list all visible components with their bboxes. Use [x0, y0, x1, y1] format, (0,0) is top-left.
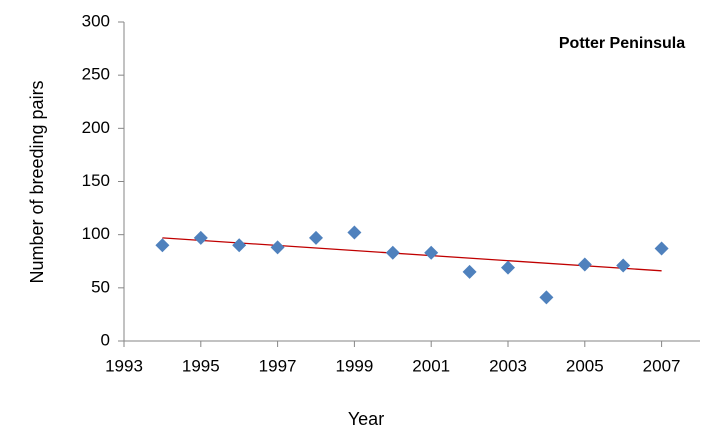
point [155, 238, 170, 253]
y-tick-label: 0 [101, 330, 110, 349]
trend-line [162, 237, 662, 272]
point [347, 225, 362, 240]
x-tick-label: 1995 [182, 356, 220, 375]
point [616, 258, 631, 273]
y-tick-label: 200 [82, 118, 110, 137]
x-tick-label: 1999 [335, 356, 373, 375]
point [577, 257, 592, 272]
y-tick-label: 100 [82, 224, 110, 243]
point [270, 240, 285, 255]
point [424, 245, 439, 260]
y-axis-label: Number of breeding pairs [27, 80, 47, 283]
x-tick-label: 2007 [643, 356, 681, 375]
point [539, 290, 554, 305]
point [501, 260, 515, 275]
y-tick-label: 150 [82, 171, 110, 190]
x-tick-label: 2005 [566, 356, 604, 375]
point [462, 264, 477, 279]
x-tick-label: 1993 [105, 356, 143, 375]
y-tick-label: 300 [82, 11, 110, 30]
x-tick-label: 2001 [412, 356, 450, 375]
y-tick-label: 250 [82, 65, 110, 84]
x-tick-label: 2003 [489, 356, 527, 375]
point [385, 245, 400, 260]
x-tick-label: 1997 [259, 356, 297, 375]
chart-title: Potter Peninsula [559, 35, 685, 52]
point [654, 241, 669, 256]
y-tick-label: 50 [91, 277, 110, 296]
point [232, 238, 247, 253]
point [193, 230, 208, 245]
x-axis-label: Year [348, 409, 384, 429]
point [309, 230, 323, 245]
